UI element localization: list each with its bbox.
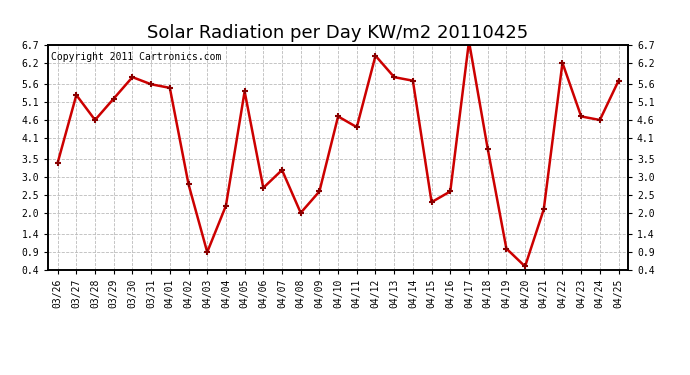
Text: Copyright 2011 Cartronics.com: Copyright 2011 Cartronics.com [51,52,221,62]
Title: Solar Radiation per Day KW/m2 20110425: Solar Radiation per Day KW/m2 20110425 [148,24,529,42]
